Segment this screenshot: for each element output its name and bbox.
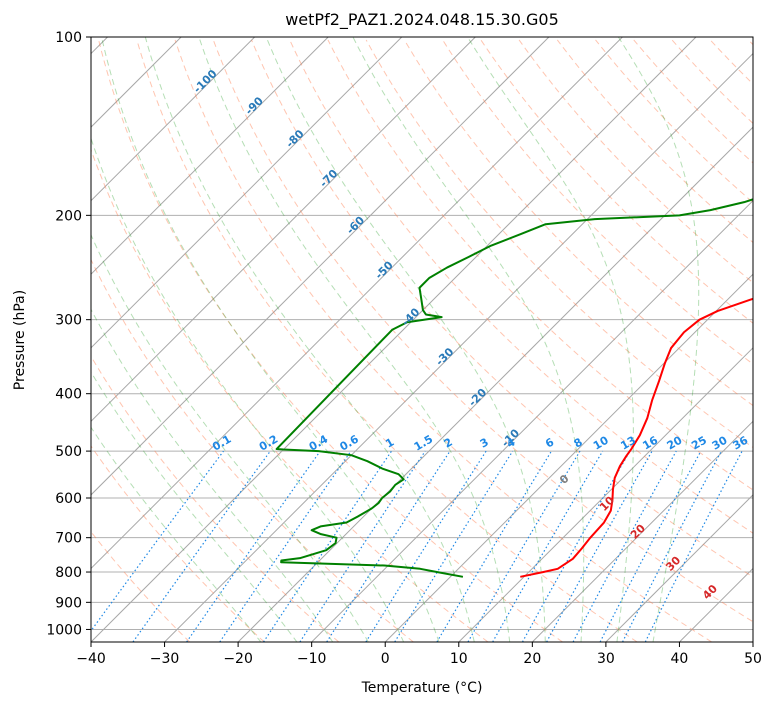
plot-frame — [90, 36, 754, 643]
moist-adiabat — [91, 136, 405, 642]
isotherm-gridline — [91, 37, 256, 202]
x-tick-label: 10 — [450, 651, 468, 667]
temperature-profile — [520, 297, 753, 578]
y-tick-label: 1000 — [46, 622, 82, 638]
moist-adiabat — [91, 426, 262, 642]
dry-adiabat — [136, 39, 638, 642]
axes: −40 −30 −20 −10 0 10 20 30 40 50 100 200 300 400 500 60… — [46, 30, 762, 667]
mixing-ratio-line — [326, 450, 451, 642]
y-tick-label: 200 — [55, 208, 82, 224]
x-tick-label: −30 — [150, 651, 180, 667]
moist-adiabat — [144, 37, 475, 642]
x-tick-label: 30 — [597, 651, 615, 667]
moist-adiabat — [101, 37, 440, 642]
x-tick-label: 40 — [671, 651, 689, 667]
y-tick-label: 800 — [55, 565, 82, 581]
dry-adiabat — [289, 39, 753, 534]
mixing-ratio-line — [546, 450, 653, 642]
y-tick-label: 900 — [55, 595, 82, 611]
dry-adiabat — [174, 39, 713, 642]
isotherm-gridline — [164, 52, 753, 642]
moist-adiabat — [352, 37, 585, 642]
moist-adiabat — [91, 308, 334, 642]
dry-adiabat — [91, 445, 265, 642]
isotherm-gridline — [91, 37, 329, 275]
x-tick-label: 20 — [523, 651, 541, 667]
mixing-ratio-line — [186, 450, 321, 642]
x-tick-label: 0 — [381, 651, 390, 667]
dry-adiabat — [327, 39, 753, 491]
isotherm-gridline — [91, 37, 623, 570]
plot-area — [91, 37, 753, 642]
dry-adiabat — [442, 39, 753, 365]
isotherm-gridline — [531, 420, 753, 642]
isotherm-gridline — [384, 273, 753, 642]
dry-adiabat — [212, 39, 753, 623]
y-tick-label: 400 — [55, 387, 82, 403]
grid-lines — [91, 37, 753, 642]
x-tick-label: 50 — [744, 651, 762, 667]
isotherm-gridline — [237, 126, 753, 642]
dry-adiabat — [91, 258, 414, 642]
moist-adiabat — [91, 371, 298, 642]
y-tick-label: 300 — [55, 313, 82, 329]
dry-adiabat — [365, 39, 753, 449]
mixing-ratio-line — [219, 450, 352, 642]
dewpoint-profile — [275, 198, 753, 578]
x-axis-label: Temperature (°C) — [361, 680, 483, 696]
moist-adiabat — [91, 233, 369, 642]
y-tick-label: 600 — [55, 491, 82, 507]
isotherm-gridline — [752, 641, 753, 642]
plot-background — [91, 37, 753, 642]
dry-adiabat — [480, 39, 753, 324]
x-tick-label: −20 — [223, 651, 253, 667]
mixing-ratio-line — [572, 450, 677, 642]
dry-adiabat — [251, 39, 753, 578]
y-axis-label: Pressure (hPa) — [12, 290, 28, 390]
y-tick-label: 100 — [55, 30, 82, 46]
mixing-ratio-line — [91, 450, 225, 632]
x-tick-label: −40 — [76, 651, 106, 667]
isotherm-gridline — [605, 494, 753, 642]
isotherm-gridline — [458, 347, 753, 642]
moist-adiabat — [265, 37, 546, 642]
mixing-ratio-line — [132, 450, 271, 642]
mixing-ratio-line — [644, 450, 743, 642]
y-tick-label: 700 — [55, 531, 82, 547]
dry-adiabat — [556, 39, 753, 244]
moist-adiabat — [198, 37, 511, 642]
isotherm-gridline — [311, 199, 753, 642]
mixing-ratio-line — [394, 450, 514, 642]
dry-adiabat — [98, 39, 563, 642]
x-tick-label: −10 — [297, 651, 327, 667]
dry-adiabat — [91, 531, 191, 642]
chart-title: wetPf2_PAZ1.2024.048.15.30.G05 — [285, 10, 559, 30]
moist-adiabat — [617, 37, 700, 642]
mixing-ratio-line — [263, 450, 393, 642]
isotherm-gridline — [91, 37, 697, 642]
profile-series — [275, 198, 753, 578]
isotherm-gridline — [91, 37, 403, 349]
dry-adiabat — [595, 39, 753, 204]
isotherm-gridline — [91, 37, 550, 496]
isotherm-gridline — [91, 37, 476, 423]
y-tick-label: 500 — [55, 444, 82, 460]
